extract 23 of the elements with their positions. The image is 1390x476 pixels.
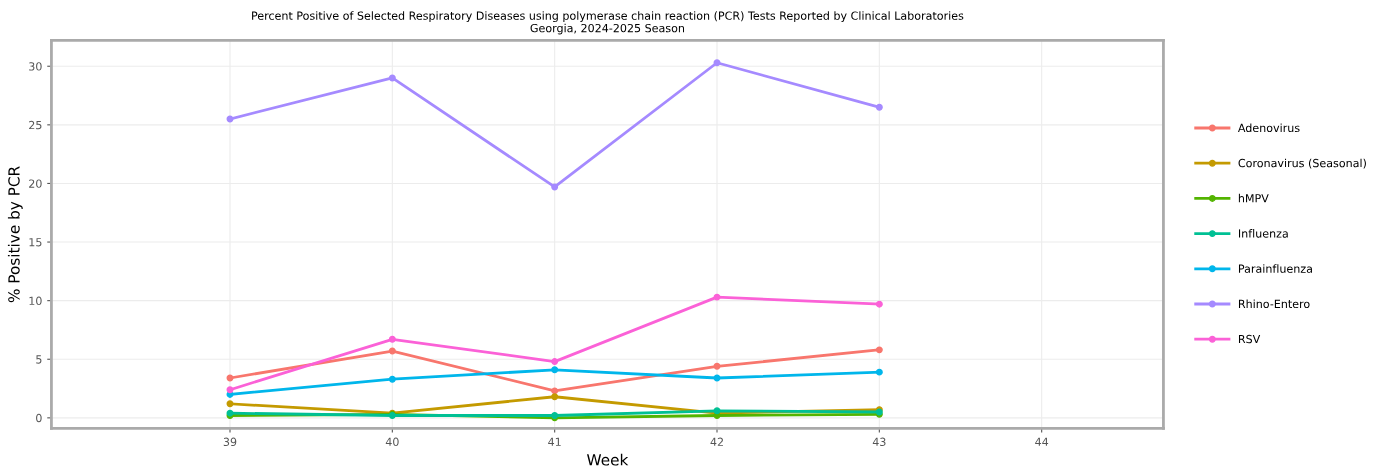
y-axis-title: % Positive by PCR: [7, 166, 23, 303]
x-axis-title: Week: [587, 453, 629, 466]
y-tick-label: 5: [36, 355, 42, 364]
legend-label: Rhino-Entero: [1238, 299, 1310, 309]
x-tick-label: 43: [872, 437, 886, 447]
y-tick-label: 15: [29, 238, 42, 247]
legend-label: RSV: [1238, 334, 1261, 344]
legend-label: Coronavirus (Seasonal): [1238, 158, 1366, 169]
y-tick-label: 25: [29, 120, 42, 130]
legend-label: Adenovirus: [1237, 123, 1300, 133]
y-tick-label: 10: [29, 296, 42, 306]
chart-title: Percent Positive of Selected Respiratory Diseases using polymerase chain reaction (PCR) Tests Reported by Clinical Laboratories Georgia, 2024-2025 Season: [252, 11, 964, 35]
y-tick-label: 0: [36, 413, 42, 423]
legend-label: hMPV: [1238, 193, 1269, 203]
legend-label: Influenza: [1238, 229, 1288, 238]
legend-label: Parainfluenza: [1238, 264, 1312, 273]
x-tick-label: 39: [223, 437, 237, 447]
y-tick-label: 30: [29, 62, 42, 71]
x-tick-label: 41: [548, 437, 561, 446]
x-tick-label: 40: [385, 437, 399, 447]
x-tick-label: 42: [710, 437, 723, 446]
y-tick-label: 20: [29, 179, 42, 188]
x-tick-label: 44: [1035, 437, 1049, 446]
